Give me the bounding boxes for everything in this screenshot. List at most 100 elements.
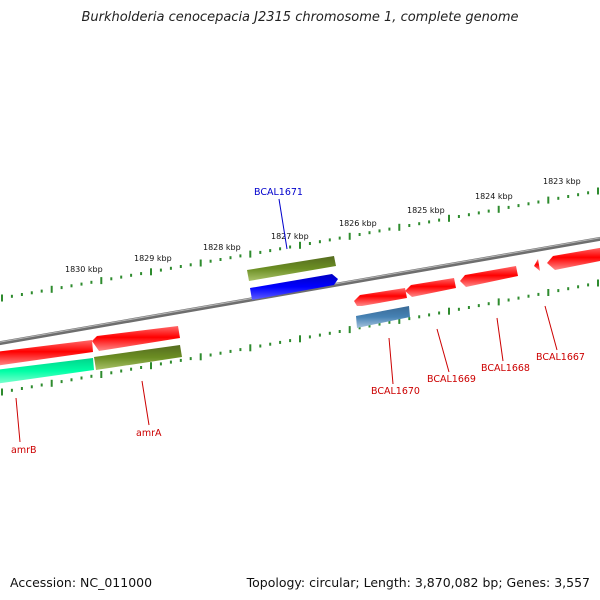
gene-amra[interactable] [92, 326, 180, 351]
leader-bcal1670 [388, 337, 394, 385]
minor-tick [487, 209, 490, 213]
major-tick [497, 205, 500, 213]
major-tick [348, 326, 351, 334]
minor-tick [408, 224, 411, 227]
label-amra[interactable]: amrA [136, 428, 162, 439]
minor-tick [269, 342, 272, 346]
minor-tick [110, 371, 113, 375]
major-tick [100, 277, 103, 285]
minor-tick [487, 302, 490, 306]
minor-tick [209, 353, 212, 357]
gene-bcal1668[interactable] [460, 266, 518, 287]
tick-label-1823: 1823 kbp [543, 177, 581, 186]
tick-label-1830: 1830 kbp [65, 265, 103, 274]
minor-tick [567, 195, 570, 198]
leader-bcal1671 [278, 198, 288, 250]
major-tick [199, 259, 202, 267]
label-amrb[interactable]: amrB [11, 445, 37, 456]
label-bcal1668[interactable]: BCAL1668 [481, 363, 530, 374]
leader-amra [141, 380, 150, 426]
gene-teal-feature[interactable] [0, 358, 94, 384]
major-tick [1, 294, 3, 302]
tick-label-1827: 1827 kbp [271, 232, 309, 241]
gene-bcal1669[interactable] [405, 278, 456, 297]
minor-tick [189, 357, 192, 361]
major-tick [497, 298, 500, 306]
minor-tick [110, 277, 113, 281]
minor-tick [557, 289, 560, 293]
minor-tick [328, 238, 331, 242]
gene-olive-reverse-feature[interactable] [94, 345, 182, 370]
tick-label-1824: 1824 kbp [475, 192, 513, 201]
minor-tick [338, 330, 341, 333]
minor-tick [587, 283, 590, 287]
minor-tick [209, 259, 212, 263]
gene-bcal1667[interactable] [547, 247, 600, 270]
minor-tick [60, 380, 63, 384]
major-tick [199, 353, 202, 361]
minor-tick [338, 236, 341, 240]
minor-tick [259, 344, 262, 348]
minor-tick [517, 204, 520, 208]
minor-tick [527, 202, 530, 206]
minor-tick [418, 315, 421, 319]
major-tick [150, 362, 152, 370]
minor-tick [358, 326, 361, 330]
minor-tick [10, 294, 13, 298]
minor-tick [388, 320, 391, 324]
label-bcal1671[interactable]: BCAL1671 [254, 187, 303, 198]
gene-steelblue-feature[interactable] [356, 306, 410, 328]
minor-tick [179, 358, 182, 362]
tick-label-1829: 1829 kbp [134, 254, 172, 263]
gene-bcal1671[interactable] [250, 274, 338, 300]
label-bcal1669[interactable]: BCAL1669 [427, 374, 476, 385]
minor-tick [378, 322, 381, 326]
major-tick [448, 307, 450, 315]
minor-tick [557, 196, 560, 200]
minor-tick [90, 374, 93, 378]
major-tick [249, 344, 252, 352]
minor-tick [527, 294, 530, 298]
leader-bcal1667 [544, 305, 558, 351]
minor-tick [388, 227, 391, 231]
gene-small-red-fragment[interactable] [534, 259, 540, 271]
minor-tick [318, 333, 321, 337]
major-tick [547, 196, 550, 204]
major-tick [299, 335, 301, 343]
minor-tick [567, 287, 570, 291]
minor-tick [80, 376, 83, 380]
minor-tick [179, 265, 182, 268]
minor-tick [368, 324, 371, 328]
major-tick [100, 371, 103, 378]
label-bcal1667[interactable]: BCAL1667 [536, 352, 585, 363]
minor-tick [70, 284, 73, 288]
minor-tick [428, 313, 431, 317]
minor-tick [120, 369, 123, 373]
minor-tick [10, 388, 13, 392]
major-tick [398, 223, 401, 231]
tick-label-1826: 1826 kbp [339, 219, 377, 228]
genome-backbone [0, 236, 600, 346]
minor-tick [40, 289, 43, 293]
minor-tick [577, 193, 580, 197]
minor-tick [308, 242, 311, 245]
minor-tick [159, 362, 162, 366]
map-title: Burkholderia cenocepacia J2315 chromosom… [81, 10, 519, 25]
major-tick [249, 250, 252, 258]
minor-tick [130, 367, 133, 371]
minor-tick [189, 263, 192, 267]
label-bcal1670[interactable]: BCAL1670 [371, 386, 420, 397]
major-tick [597, 187, 599, 195]
gene-amrb[interactable] [0, 340, 93, 366]
major-tick [348, 232, 351, 240]
inner-tick-ring [1, 279, 599, 396]
gene-olive-forward-feature[interactable] [247, 256, 336, 281]
minor-tick [90, 280, 93, 284]
minor-tick [328, 331, 331, 335]
leader-bcal1669 [436, 328, 450, 373]
gene-bcal1670[interactable] [354, 288, 407, 306]
minor-tick [457, 307, 460, 311]
minor-tick [428, 220, 431, 224]
tick-label-1825: 1825 kbp [407, 206, 445, 215]
minor-tick [438, 311, 441, 315]
